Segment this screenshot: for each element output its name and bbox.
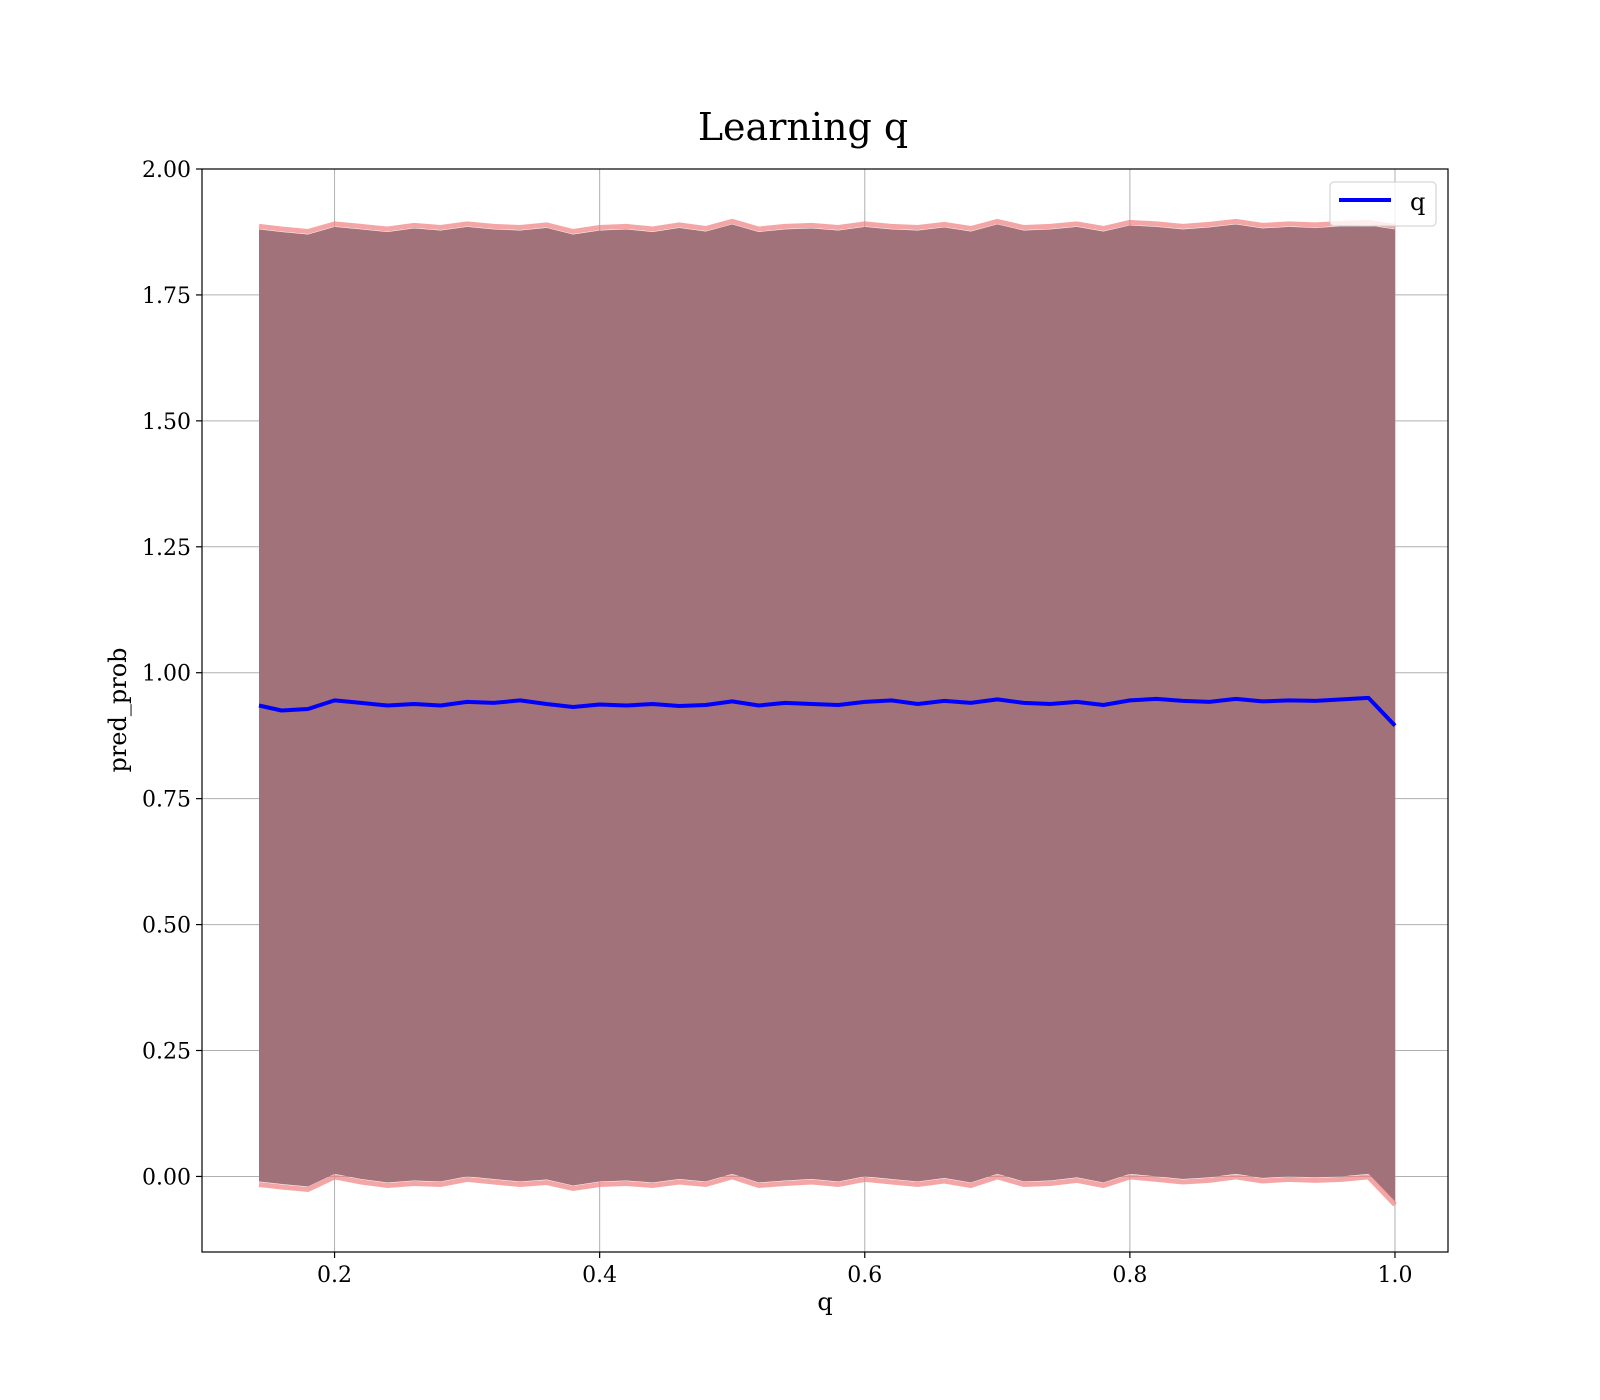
- legend-box: [1329, 181, 1437, 227]
- x-axis: 0.2 0.4 0.6 0.8 1.0: [317, 1252, 1412, 1288]
- band-lower-edge: [258, 1174, 1397, 1207]
- x-tick-label: 1.0: [1377, 1263, 1412, 1288]
- band-area: [259, 224, 1395, 1202]
- y-axis-label: pred_prob: [104, 647, 132, 772]
- y-tick-label: 1.50: [142, 410, 191, 435]
- y-tick-label: 0.50: [142, 914, 191, 939]
- x-tick-label: 0.8: [1112, 1263, 1147, 1288]
- y-tick-label: 1.00: [142, 662, 191, 687]
- y-tick-label: 0.00: [142, 1165, 191, 1190]
- x-tick-label: 0.4: [582, 1263, 617, 1288]
- x-axis-label: q: [817, 1288, 832, 1316]
- legend: q: [1329, 181, 1437, 227]
- y-tick-label: 2.00: [142, 158, 191, 183]
- band-upper-edge: [258, 218, 1396, 235]
- series-line: [258, 695, 1397, 727]
- plot-frame: [201, 168, 1449, 1253]
- confidence-band: [258, 218, 1397, 1207]
- y-axis: 0.00 0.25 0.50 0.75 1.00 1.25 1.50 1.75 2.00: [142, 158, 202, 1190]
- y-tick-label: 0.75: [142, 788, 191, 813]
- series-line-group: [258, 695, 1397, 727]
- y-tick-label: 1.75: [142, 284, 191, 309]
- y-tick-label: 0.25: [142, 1040, 191, 1065]
- y-tick-label: 1.25: [142, 536, 191, 561]
- x-tick-label: 0.6: [847, 1263, 882, 1288]
- x-tick-label: 0.2: [317, 1263, 352, 1288]
- chart-title: Learning q: [698, 105, 908, 149]
- legend-label: q: [1410, 188, 1425, 216]
